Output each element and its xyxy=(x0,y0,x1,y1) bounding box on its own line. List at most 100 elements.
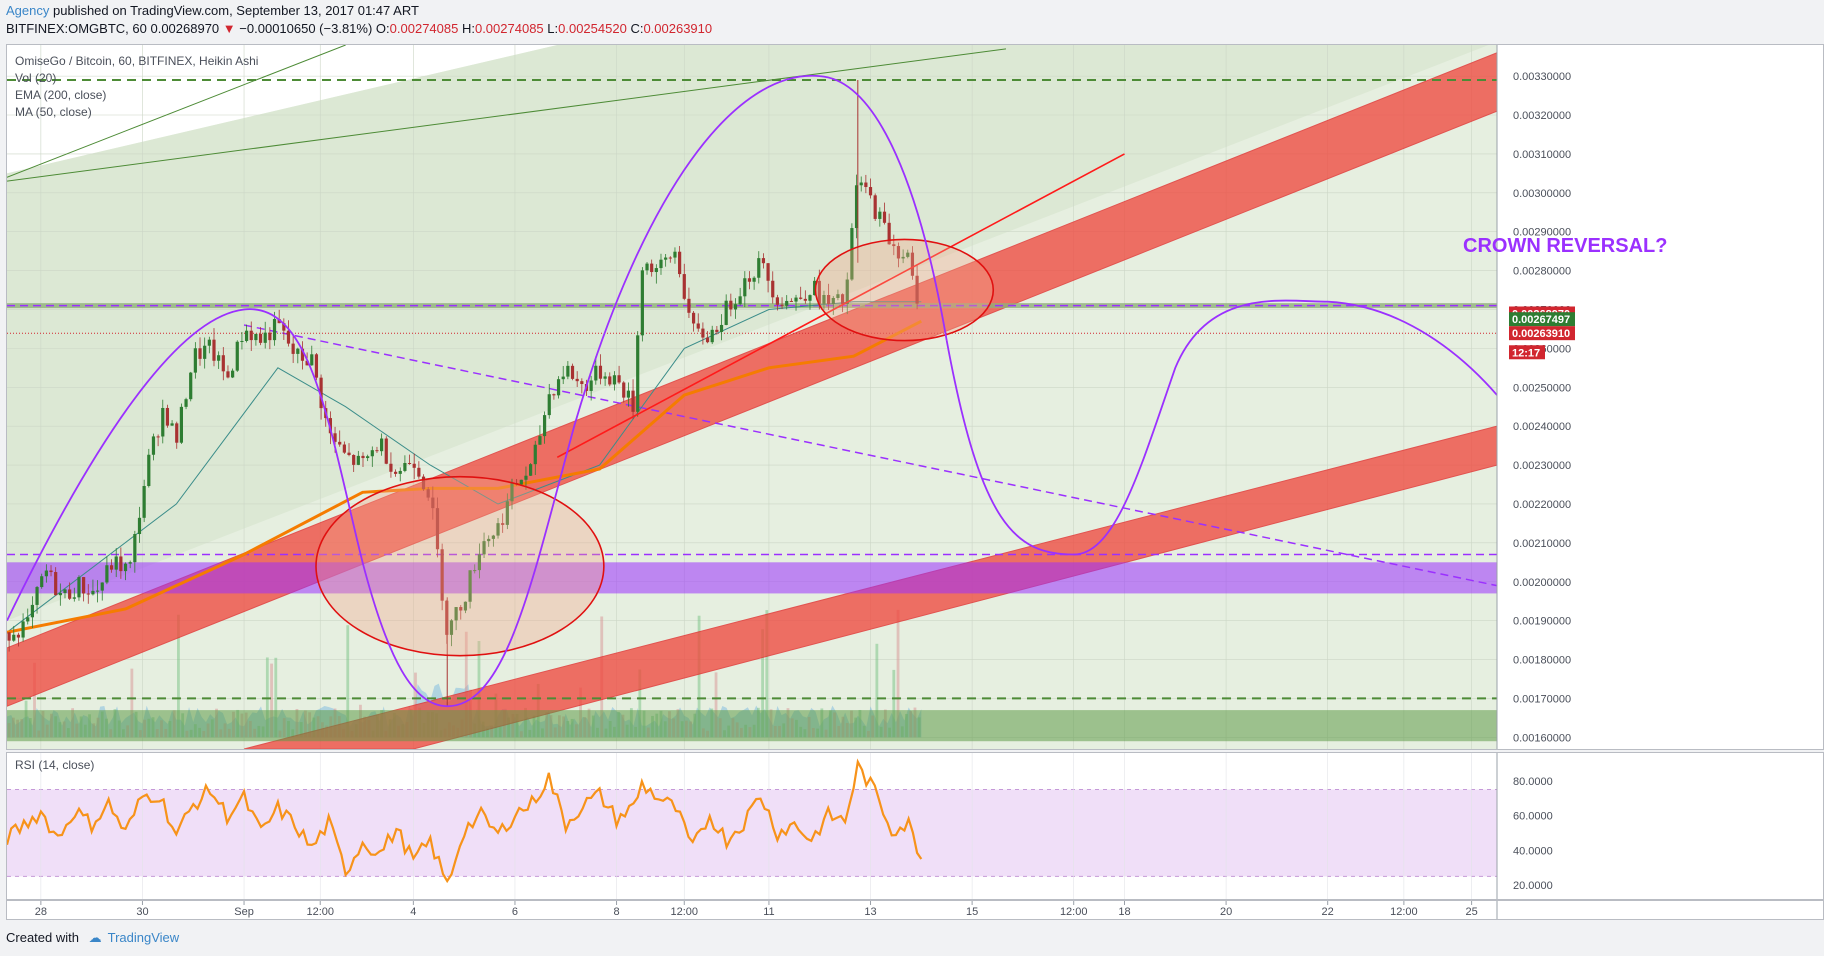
close-value: 0.00263910 xyxy=(643,21,713,36)
price-tag-label: 12:17 xyxy=(1512,347,1540,359)
time-tick-label: 28 xyxy=(35,906,47,918)
candle-body xyxy=(128,562,132,564)
candle-body xyxy=(175,423,179,443)
ma-50-line xyxy=(7,301,922,633)
price-tick-label: 0.00300000 xyxy=(1513,188,1571,200)
rsi-chart[interactable]: 80.0000 60.0000 40.0000 20.0000 RSI (14, cl… xyxy=(7,753,1823,899)
time-axis-svg: 28 30 Sep 12:00 4 6 8 12:00 11 13 15 12:00 18 20 22 12:… xyxy=(35,901,1498,919)
volume-bar xyxy=(130,668,134,738)
chart-title: OmiseGo / Bitcoin, 60, BITFINEX, Heikin … xyxy=(15,54,258,68)
candle-body xyxy=(813,280,817,296)
candle-body xyxy=(296,348,300,354)
candle-body xyxy=(487,538,491,542)
candle-body xyxy=(803,298,807,301)
candle-body xyxy=(12,634,16,641)
rsi-band xyxy=(7,789,1497,877)
candle-body xyxy=(771,280,775,298)
candle-body xyxy=(7,632,11,641)
candle-body xyxy=(417,467,421,477)
volume-bar xyxy=(714,672,718,738)
candle-body xyxy=(249,330,253,341)
time-tick-label: 15 xyxy=(966,906,978,918)
candle-body xyxy=(338,441,342,445)
volume-bar xyxy=(177,614,180,738)
candle-body xyxy=(640,270,644,336)
candle-body xyxy=(696,323,700,329)
candle-body xyxy=(915,275,919,304)
candle-body xyxy=(529,464,533,476)
candle-body xyxy=(263,332,267,343)
candle-body xyxy=(82,577,86,594)
candle-body xyxy=(319,377,323,409)
candle-body xyxy=(184,399,188,407)
ema-200-line xyxy=(7,319,922,634)
candle-body xyxy=(896,246,901,259)
candle-body xyxy=(622,382,626,398)
candle-body xyxy=(766,263,770,281)
candle-body xyxy=(854,185,859,229)
candle-body xyxy=(123,563,128,572)
candle-body xyxy=(21,621,25,638)
candle-body xyxy=(580,381,584,385)
candle-body xyxy=(375,450,379,452)
price-tick-label: 0.00160000 xyxy=(1513,732,1571,744)
candle-body xyxy=(40,576,44,588)
candle-body xyxy=(454,607,458,621)
candle-body xyxy=(72,597,76,599)
candle-body xyxy=(799,297,803,299)
time-tick-label: 18 xyxy=(1118,906,1130,918)
trendline xyxy=(7,45,346,178)
candle-body xyxy=(300,348,305,361)
price-tag-label: 0.00263910 xyxy=(1512,328,1570,340)
price-tick-label: 0.00240000 xyxy=(1513,421,1571,433)
candle-body xyxy=(314,354,319,378)
time-tick-label: 8 xyxy=(613,906,619,918)
high-label: H: xyxy=(461,21,475,36)
time-axis[interactable]: 28 30 Sep 12:00 4 6 8 12:00 11 13 15 12:00 18 20 22 12:… xyxy=(6,900,1824,920)
candle-body xyxy=(840,294,845,304)
price-chart[interactable]: 0.00330000 0.00320000 0.00310000 0.00300000… xyxy=(7,45,1823,749)
candle-body xyxy=(626,390,630,398)
rsi-axis-bg xyxy=(1497,753,1823,899)
candle-body xyxy=(342,444,346,453)
rsi-panel[interactable]: 80.0000 60.0000 40.0000 20.0000 RSI (14, cl… xyxy=(6,752,1824,900)
candle-body xyxy=(244,330,249,341)
candle-body xyxy=(845,279,849,304)
volume-bar xyxy=(697,615,701,738)
time-tick-label: 20 xyxy=(1220,906,1232,918)
time-tick-label: 11 xyxy=(763,906,774,918)
candle-body xyxy=(882,211,887,223)
price-axis-bg xyxy=(1497,45,1823,749)
candle-body xyxy=(165,407,170,426)
legend-ma: MA (50, close) xyxy=(15,105,92,119)
candle-body xyxy=(282,323,286,331)
candle-body xyxy=(119,556,123,572)
price-chart-panel[interactable]: 0.00330000 0.00320000 0.00310000 0.00300000… xyxy=(6,44,1824,750)
tradingview-link[interactable]: TradingView xyxy=(107,930,180,945)
candle-body xyxy=(86,593,90,595)
candle-body xyxy=(63,589,67,593)
close-label: C: xyxy=(630,21,644,36)
candle-body xyxy=(49,570,53,573)
candle-body xyxy=(226,371,230,378)
candle-body xyxy=(240,340,244,342)
candle-body xyxy=(473,570,477,572)
candle-body xyxy=(542,415,547,437)
author-link[interactable]: Agency xyxy=(6,3,50,18)
candle-body xyxy=(598,365,603,379)
price-tag xyxy=(1509,345,1545,360)
purple-support-zone xyxy=(7,562,1497,594)
candle-body xyxy=(817,280,821,304)
candle-body xyxy=(421,476,426,490)
time-tick-label: 25 xyxy=(1465,906,1477,918)
candle-body xyxy=(864,182,868,188)
candle-body xyxy=(44,570,48,577)
candle-body xyxy=(412,463,416,468)
candle-body xyxy=(137,517,142,535)
candle-body xyxy=(431,497,435,509)
publish-info: Agency published on TradingView.com, Sep… xyxy=(6,3,419,18)
candle-body xyxy=(873,195,877,219)
time-tick-label: 13 xyxy=(864,906,876,918)
candle-body xyxy=(715,329,719,332)
volume-bar xyxy=(638,669,642,738)
